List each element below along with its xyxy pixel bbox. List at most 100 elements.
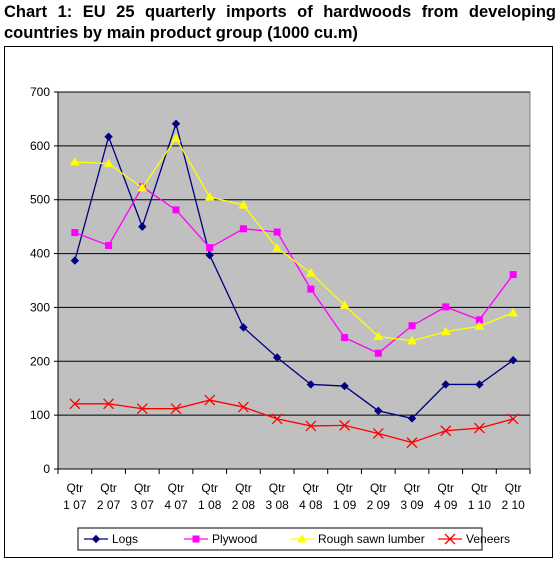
data-point (273, 228, 281, 236)
legend-label: Rough sawn lumber (318, 532, 425, 546)
data-point (271, 413, 283, 425)
series-line (74, 399, 514, 444)
legend-marker (297, 533, 307, 543)
x-tick-label: Qtr 1 07 (63, 481, 87, 512)
data-point (105, 241, 113, 249)
y-tick-label: 100 (30, 408, 50, 422)
data-point (406, 437, 418, 449)
data-point (69, 398, 81, 410)
x-tick-label: Qtr 1 10 (468, 481, 492, 512)
data-point (474, 321, 485, 330)
data-point (305, 420, 317, 432)
data-point (441, 380, 450, 389)
data-point (171, 133, 181, 142)
data-point (272, 353, 282, 362)
data-point (136, 403, 148, 415)
data-point (172, 206, 180, 214)
data-point (341, 334, 349, 342)
x-tick-label: Qtr 3 07 (131, 481, 155, 512)
y-tick-label: 700 (30, 85, 50, 99)
legend-box (77, 527, 483, 551)
data-point (340, 381, 349, 391)
data-point (104, 132, 113, 141)
chart-title: Chart 1: EU 25 quarterly imports of hard… (4, 3, 556, 42)
plot-area (57, 91, 531, 470)
data-point (137, 182, 148, 192)
x-tick-label: Qtr 3 08 (265, 481, 289, 512)
data-point (473, 422, 485, 434)
x-tick-label: Qtr 2 07 (97, 481, 121, 512)
data-point (305, 267, 316, 277)
y-tick-label: 400 (30, 247, 50, 261)
data-point (339, 419, 351, 431)
data-point (239, 225, 247, 233)
data-point (475, 380, 484, 389)
x-tick-label: Qtr 2 10 (501, 481, 525, 512)
legend-marker (192, 535, 200, 543)
data-point (170, 403, 182, 415)
data-point (272, 243, 283, 252)
x-tick-label: Qtr 3 09 (400, 481, 424, 512)
x-tick-label: Qtr 2 09 (367, 481, 391, 512)
data-point (407, 414, 417, 423)
data-point (69, 157, 80, 166)
x-tick-label: Qtr 2 08 (232, 481, 256, 512)
x-axis: Qtr 1 07 Qtr 2 07 Qtr 3 07 Qtr 4 07 Qtr 1 08 Qtr 2 … (57, 468, 531, 512)
legend-item: Logs (84, 532, 138, 546)
x-tick-label: Qtr 4 08 (299, 481, 323, 512)
legend-label: Veneers (466, 532, 510, 546)
y-tick-label: 200 (30, 354, 50, 368)
data-point (508, 307, 519, 317)
x-tick-label: Qtr 1 09 (333, 481, 357, 512)
data-point (374, 406, 383, 416)
data-point (407, 335, 417, 345)
data-point (408, 322, 416, 330)
data-point (508, 356, 518, 365)
data-point (138, 222, 147, 231)
data-point (374, 349, 382, 357)
y-tick-label: 300 (30, 300, 50, 314)
data-point (206, 244, 214, 252)
data-point (307, 285, 315, 293)
data-point (103, 398, 115, 410)
series-line (74, 121, 514, 420)
y-tick-label: 600 (30, 139, 50, 153)
legend-label: Plywood (212, 532, 257, 546)
data-point (339, 300, 350, 309)
data-point (440, 425, 452, 437)
x-tick-label: Qtr 4 09 (434, 481, 458, 512)
series-veneers (69, 394, 519, 449)
legend-item: Plywood (184, 532, 257, 546)
data-point (71, 229, 79, 237)
series-layer (69, 119, 519, 449)
data-point (103, 158, 114, 168)
data-point (442, 303, 450, 311)
series-rough-sawn-lumber (69, 133, 519, 345)
data-point (239, 323, 248, 332)
legend-item: Veneers (438, 532, 510, 546)
data-point (507, 413, 519, 425)
legend-label: Logs (112, 532, 138, 546)
x-tick-label: Qtr 4 07 (164, 481, 188, 512)
data-point (171, 119, 181, 128)
data-point (306, 380, 316, 389)
legend: Logs Plywood Rough sawn lumber Veneers (77, 527, 510, 551)
data-point (372, 427, 384, 439)
data-point (373, 331, 384, 341)
series-logs (70, 119, 518, 423)
y-tick-label: 0 (43, 462, 50, 476)
legend-marker (91, 534, 101, 544)
data-point (205, 250, 214, 260)
y-tick-label: 500 (30, 193, 50, 207)
data-point (204, 394, 216, 406)
data-point (237, 401, 249, 413)
legend-marker (444, 533, 456, 545)
data-point (204, 192, 215, 201)
data-point (70, 256, 80, 265)
data-point (440, 326, 451, 336)
legend-item: Rough sawn lumber (290, 532, 425, 546)
y-axis: 0 100 200 300 400 500 600 700 (30, 85, 59, 476)
data-point (238, 200, 249, 209)
x-tick-label: Qtr 1 08 (198, 481, 222, 512)
